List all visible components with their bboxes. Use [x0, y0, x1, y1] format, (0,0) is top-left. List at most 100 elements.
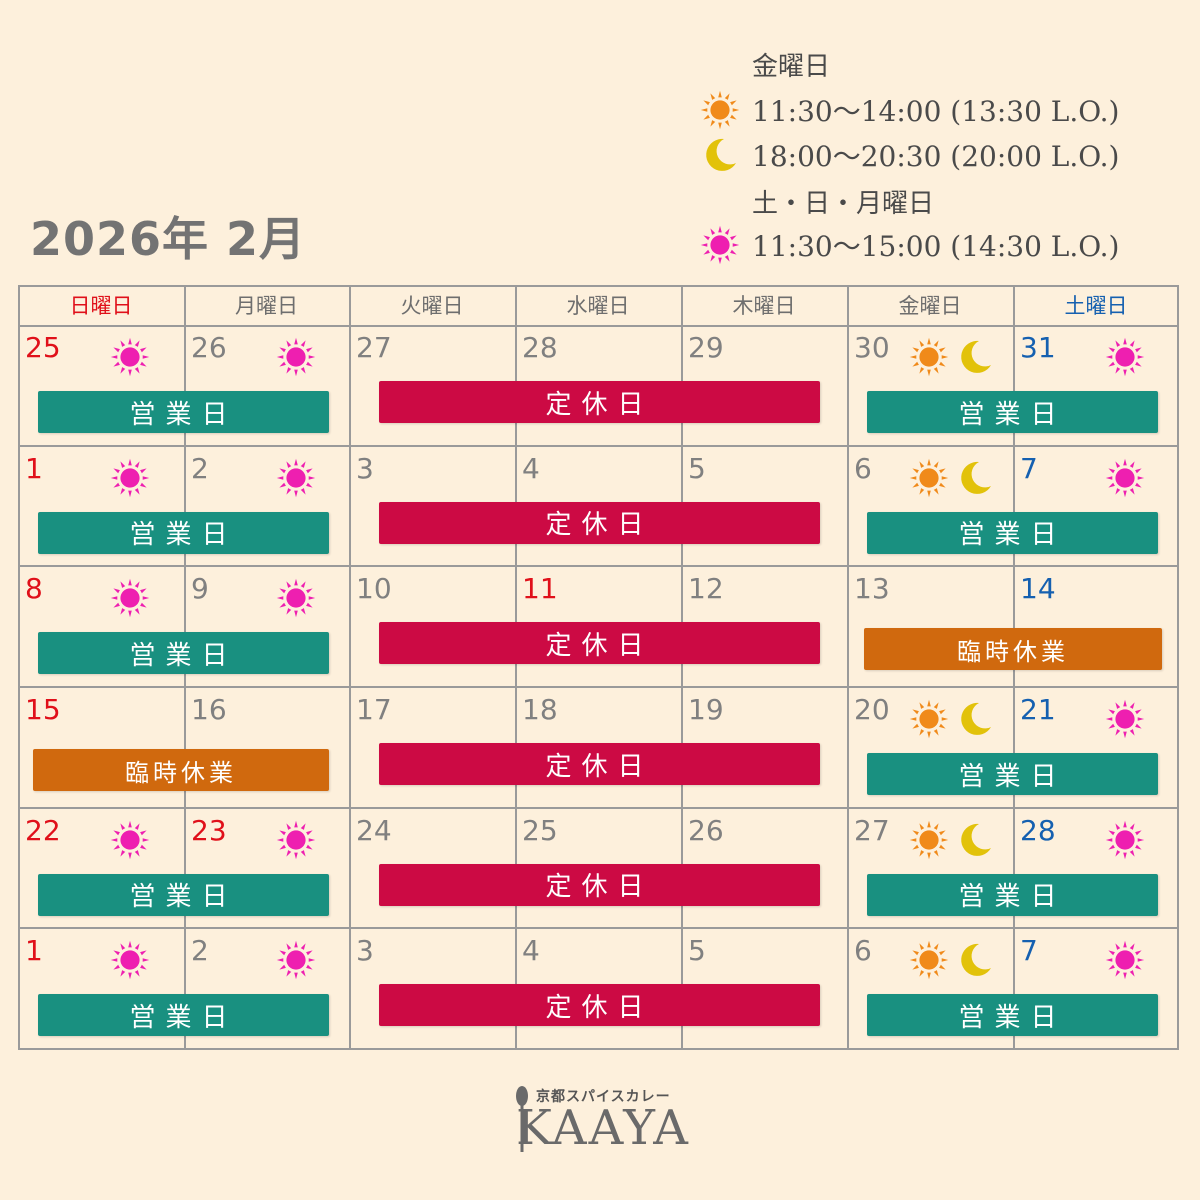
weekday-header: 木曜日 [732, 294, 796, 318]
grid-line [18, 444, 1179, 447]
day-number: 28 [1020, 813, 1056, 847]
weekend-lunch-hours: 11:30〜15:00 (14:30 L.O.) [752, 230, 1120, 263]
pink-sun-icon [276, 820, 316, 860]
day-number: 27 [854, 813, 890, 847]
day-number: 2 [191, 451, 209, 485]
day-number: 4 [522, 934, 540, 968]
hours-friday-lunch-row: 11:30〜14:00 (13:30 L.O.) [700, 88, 1119, 132]
day-number: 30 [854, 331, 890, 364]
grid-line [847, 285, 849, 1049]
kaaya-logo: 京都スパイスカレー KAAYA [512, 1082, 692, 1162]
day-number: 7 [1020, 451, 1038, 485]
open-day-bar: 営業日 [38, 873, 329, 916]
day-number: 26 [191, 331, 227, 364]
day-number: 15 [25, 693, 61, 726]
day-number: 26 [688, 813, 724, 847]
open-day-bar: 営業日 [867, 753, 1158, 795]
closed-day-bar: 定休日 [379, 622, 820, 665]
logo-name: KAAYA [516, 1100, 690, 1156]
grid-line [18, 1048, 1179, 1050]
day-number: 27 [356, 331, 392, 364]
pink-sun-icon [276, 940, 316, 980]
closed-day-bar: 定休日 [379, 984, 820, 1027]
orange-sun-icon [909, 820, 949, 860]
day-number: 22 [25, 813, 61, 847]
moon-icon [955, 940, 995, 980]
moon-icon [955, 699, 995, 739]
grid-line [1177, 285, 1179, 1049]
day-number: 14 [1020, 572, 1056, 606]
pink-sun-icon [1105, 699, 1145, 739]
day-number: 28 [522, 331, 558, 364]
moon-icon [955, 820, 995, 860]
day-number: 4 [522, 451, 540, 485]
calendar-grid: 日曜日 月曜日 火曜日 水曜日 木曜日 金曜日 土曜日 25 26 27 28 29 30 31 営業日 定休… [18, 285, 1179, 1050]
grid-line [18, 565, 1179, 568]
pink-sun-icon [110, 820, 150, 860]
friday-dinner-hours: 18:00〜20:30 (20:00 L.O.) [752, 140, 1120, 173]
logo-tagline: 京都スパイスカレー [536, 1089, 671, 1105]
day-number: 9 [191, 572, 209, 606]
day-number: 21 [1020, 693, 1056, 726]
day-number: 13 [854, 572, 890, 606]
day-number: 1 [25, 934, 43, 968]
day-number: 29 [688, 331, 724, 364]
pink-sun-icon [1105, 820, 1145, 860]
day-number: 10 [356, 572, 392, 606]
day-number: 6 [854, 934, 872, 968]
grid-line [18, 686, 1179, 688]
day-number: 18 [522, 693, 558, 726]
grid-line [18, 927, 1179, 930]
orange-sun-icon [909, 458, 949, 498]
temporary-closure-bar: 臨時休業 [864, 628, 1162, 671]
friday-label: 金曜日 [752, 51, 831, 82]
pink-sun-icon [1105, 458, 1145, 498]
day-number: 5 [688, 934, 706, 968]
temporary-closure-bar: 臨時休業 [33, 749, 329, 791]
grid-line [18, 285, 20, 1049]
open-day-bar: 営業日 [38, 511, 329, 554]
day-number: 20 [854, 693, 890, 726]
pink-sun-icon [110, 940, 150, 980]
friday-lunch-hours: 11:30〜14:00 (13:30 L.O.) [752, 95, 1120, 128]
grid-line [681, 285, 683, 1049]
weekday-header: 金曜日 [898, 294, 962, 318]
grid-line [515, 285, 517, 1049]
orange-sun-icon [909, 940, 949, 980]
day-number: 25 [25, 331, 61, 364]
orange-sun-icon [909, 337, 949, 377]
spoon-icon [516, 1086, 528, 1152]
day-number: 23 [191, 813, 227, 847]
day-number: 24 [356, 813, 392, 847]
moon-icon [955, 337, 995, 377]
open-day-bar: 営業日 [38, 391, 329, 433]
day-number: 17 [356, 693, 392, 726]
weekday-header: 火曜日 [400, 294, 464, 318]
day-number: 8 [25, 572, 43, 606]
pink-sun-icon [700, 225, 740, 265]
day-number: 3 [356, 934, 374, 968]
open-day-bar: 営業日 [38, 994, 329, 1037]
weekday-header: 水曜日 [566, 294, 630, 318]
day-number: 12 [688, 572, 724, 606]
weekday-header: 日曜日 [69, 294, 133, 318]
open-day-bar: 営業日 [38, 632, 329, 675]
day-number: 2 [191, 934, 209, 968]
grid-line [18, 806, 1179, 809]
grid-line [18, 325, 1179, 327]
pink-sun-icon [110, 337, 150, 377]
open-day-bar: 営業日 [867, 873, 1158, 916]
orange-sun-icon [909, 699, 949, 739]
closed-day-bar: 定休日 [379, 501, 820, 544]
open-day-bar: 営業日 [867, 994, 1158, 1037]
closed-day-bar: 定休日 [379, 743, 820, 785]
day-number: 16 [191, 693, 227, 726]
day-number: 11 [522, 572, 558, 606]
pink-sun-icon [110, 578, 150, 618]
open-day-bar: 営業日 [867, 511, 1158, 554]
pink-sun-icon [276, 337, 316, 377]
weekday-header: 土曜日 [1064, 294, 1128, 318]
orange-sun-icon [700, 90, 740, 130]
closed-day-bar: 定休日 [379, 381, 820, 423]
day-number: 31 [1020, 331, 1056, 364]
